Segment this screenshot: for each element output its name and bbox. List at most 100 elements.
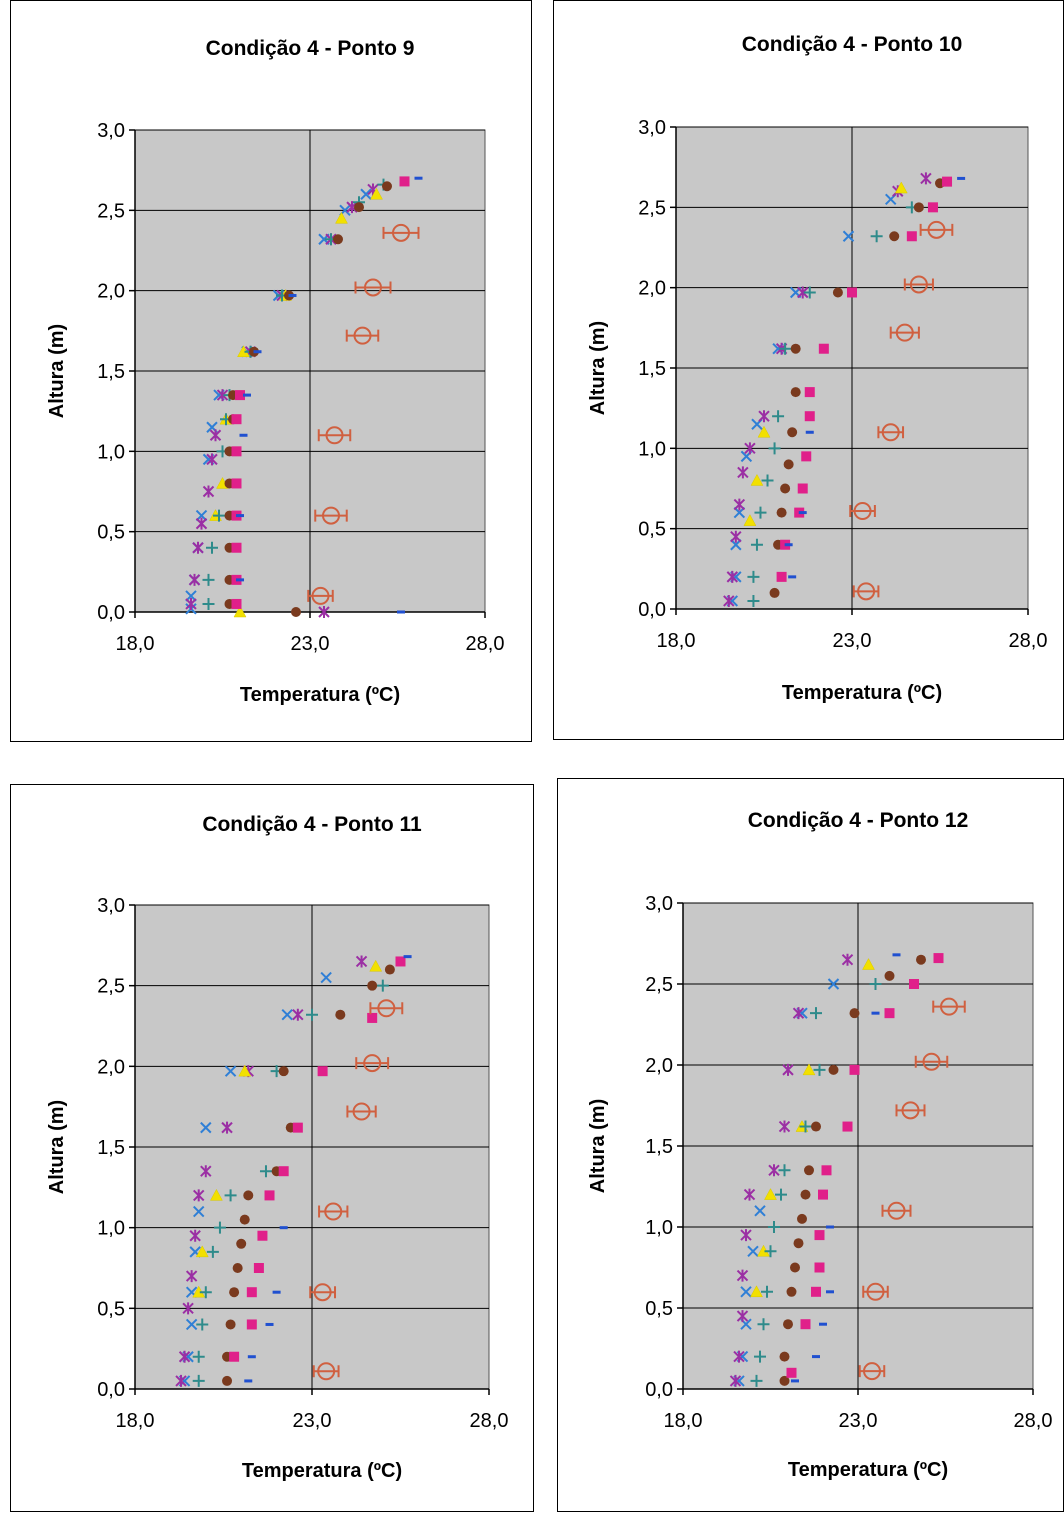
y-tick-label: 0,5	[638, 519, 666, 541]
error-bar	[932, 1000, 966, 1013]
data-point	[790, 387, 801, 398]
data-point	[195, 1245, 209, 1258]
data-point	[869, 978, 882, 990]
y-tick-label: 3,0	[97, 895, 125, 917]
data-point	[239, 1214, 250, 1225]
data-point	[246, 1287, 257, 1298]
chart-title: Condição 4 - Ponto 9	[206, 37, 415, 60]
data-point	[236, 1238, 247, 1249]
data-point	[778, 1120, 791, 1133]
data-point	[804, 411, 815, 422]
data-point	[747, 1245, 759, 1258]
y-tick-label: 0,0	[645, 1379, 673, 1401]
data-point	[279, 1226, 288, 1230]
data-point	[235, 390, 245, 401]
data-point	[940, 997, 958, 1016]
data-point	[747, 570, 760, 583]
data-series	[307, 223, 420, 605]
data-point	[853, 501, 872, 520]
data-point	[894, 181, 908, 194]
y-tick-label: 2,5	[638, 197, 666, 219]
data-point	[382, 181, 392, 192]
data-point	[257, 1230, 268, 1241]
data-point	[743, 514, 757, 526]
y-tick-label: 3,0	[645, 893, 673, 915]
data-point	[764, 1245, 777, 1258]
data-point	[797, 286, 809, 299]
data-point	[889, 231, 900, 242]
data-point	[744, 442, 756, 455]
data-point	[793, 1238, 804, 1249]
data-point	[232, 1263, 243, 1273]
data-point	[828, 1064, 839, 1075]
data-point	[909, 979, 919, 989]
data-point	[317, 1362, 336, 1381]
data-point	[244, 1379, 253, 1383]
data-point	[841, 953, 854, 966]
data-point	[842, 1121, 853, 1132]
data-point	[730, 530, 742, 543]
data-point	[857, 582, 876, 601]
y-tick-label: 2,0	[638, 278, 666, 300]
data-point	[750, 473, 764, 486]
data-series	[791, 953, 901, 1383]
x-tick-label: 23,0	[291, 633, 330, 655]
data-point	[239, 433, 248, 437]
error-bar	[919, 223, 954, 236]
y-tick-label: 2,5	[97, 200, 125, 222]
data-point	[798, 511, 807, 515]
data-point	[847, 287, 857, 298]
data-point	[202, 597, 215, 610]
data-point	[784, 543, 793, 547]
chart-panel-ponto-10: Condição 4 - Ponto 10 0,0 0,5 1,0 1,5 2,0 2,5 3…	[553, 0, 1064, 740]
data-point	[779, 1375, 790, 1386]
y-tick-label: 0,5	[97, 522, 125, 544]
data-series	[178, 971, 332, 1387]
data-point	[384, 964, 395, 975]
data-point	[306, 1008, 318, 1021]
chart-panel-ponto-12: Condição 4 - Ponto 12 0,0 0,5 1,0 1,5 2,0 2,5 3…	[557, 778, 1064, 1512]
data-series	[786, 953, 944, 1378]
data-point	[826, 1225, 834, 1229]
data-series	[729, 953, 854, 1387]
data-point	[764, 1188, 777, 1200]
error-bar	[345, 329, 380, 342]
error-bar	[382, 226, 420, 239]
y-tick-label: 2,0	[645, 1055, 673, 1077]
y-tick-label: 3,0	[638, 117, 666, 139]
y-tick-label: 2,5	[645, 974, 673, 996]
chart-svg: Condição 4 - Ponto 9 0,0 0,5 1,0 1,5 2,0 2,5 3,…	[46, 37, 504, 706]
data-point	[800, 1319, 811, 1330]
data-point	[916, 954, 926, 965]
y-axis-label: Altura (m)	[46, 324, 68, 418]
data-point	[863, 1362, 881, 1381]
data-point	[353, 326, 372, 345]
data-point	[363, 1054, 382, 1073]
data-point	[776, 571, 787, 582]
data-point	[818, 343, 829, 354]
data-point	[769, 587, 780, 598]
data-point	[246, 1319, 257, 1330]
data-point	[354, 202, 364, 213]
data-point	[747, 594, 760, 607]
data-point	[264, 1190, 275, 1201]
data-point	[370, 187, 383, 200]
data-point	[236, 578, 244, 582]
data-point	[812, 1355, 820, 1359]
data-point	[265, 1322, 274, 1326]
data-point	[325, 426, 344, 445]
data-series	[750, 978, 882, 1387]
data-point	[797, 1213, 807, 1224]
data-point	[182, 1302, 194, 1315]
data-series	[229, 956, 406, 1362]
error-bar	[903, 278, 934, 291]
data-point	[733, 498, 746, 511]
data-point	[792, 1007, 805, 1020]
data-point	[253, 1263, 264, 1273]
y-tick-label: 1,5	[638, 358, 666, 380]
y-tick-label: 1,5	[645, 1136, 673, 1158]
data-point	[335, 211, 348, 224]
data-point	[740, 1229, 752, 1242]
data-point	[322, 506, 340, 525]
x-tick-label: 23,0	[839, 1410, 878, 1432]
